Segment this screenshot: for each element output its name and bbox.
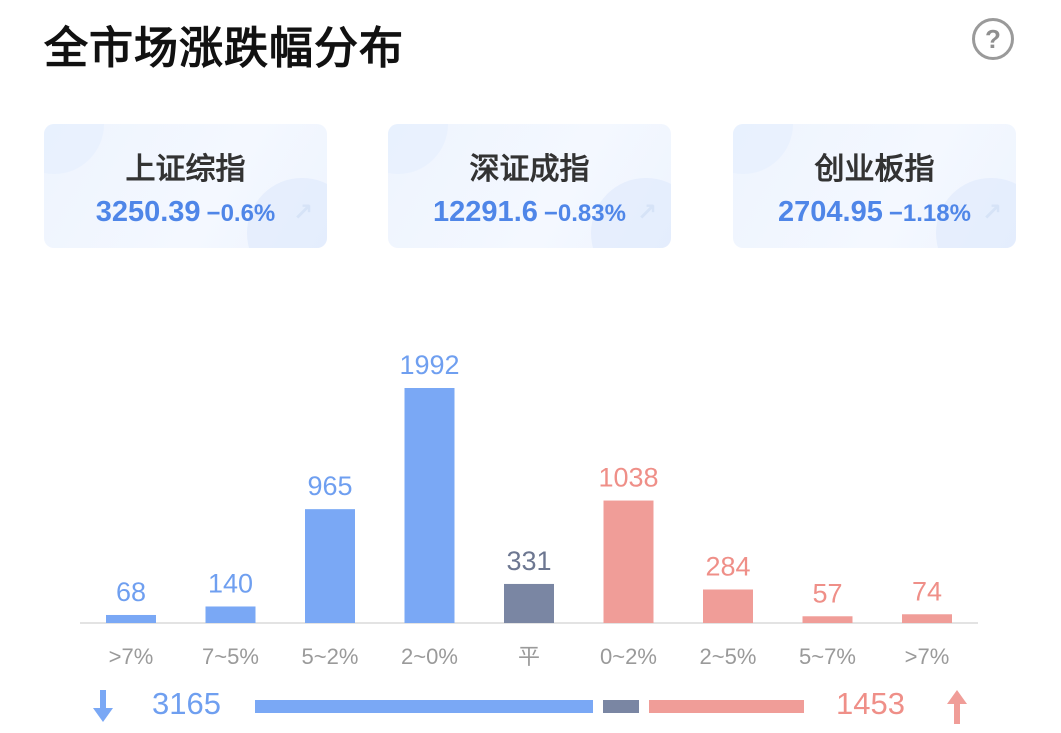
bar-3[interactable]	[404, 388, 455, 623]
category-label: 5~2%	[302, 644, 359, 669]
bar-7[interactable]	[802, 616, 853, 623]
bar-value-label: 1992	[399, 350, 459, 380]
flat-ratio-bar	[603, 700, 639, 713]
category-label: 2~0%	[401, 644, 458, 669]
bar-5[interactable]	[603, 500, 654, 623]
trend-arrow-icon: ↗	[292, 199, 313, 226]
bar-value-label: 57	[812, 578, 842, 608]
category-label: 0~2%	[600, 644, 657, 669]
index-card-shenzhen[interactable]: 深证成指 12291.6 −0.83% ↗	[388, 124, 671, 248]
bar-value-label: 965	[307, 471, 352, 501]
index-change: −0.83%	[543, 200, 626, 227]
index-name: 上证综指	[125, 153, 246, 186]
category-label: >7%	[109, 644, 154, 669]
up-ratio-bar	[648, 700, 804, 713]
bar-2[interactable]	[305, 509, 355, 623]
bar-6[interactable]	[703, 589, 753, 623]
index-card-chinext[interactable]: 创业板指 2704.95 −1.18% ↗	[733, 124, 1016, 248]
trend-arrow-icon: ↗	[636, 199, 657, 226]
index-name: 深证成指	[469, 153, 590, 186]
down-arrow-icon	[93, 690, 113, 722]
category-label: 平	[518, 644, 540, 669]
down-ratio-bar	[255, 700, 594, 713]
trend-arrow-icon: ↗	[981, 199, 1002, 226]
bar-value-label: 1038	[598, 463, 658, 493]
category-label: 2~5%	[700, 644, 757, 669]
bar-1[interactable]	[205, 606, 256, 623]
index-value: 12291.6	[433, 196, 538, 228]
category-label: 5~7%	[799, 644, 856, 669]
down-count: 3165	[152, 686, 221, 721]
index-change: −0.6%	[206, 200, 276, 227]
index-value: 2704.95	[778, 196, 883, 228]
bar-value-label: 331	[506, 546, 551, 576]
category-label: >7%	[905, 644, 950, 669]
index-card-shanghai[interactable]: 上证综指 3250.39 −0.6% ↗	[44, 124, 327, 248]
bar-value-label: 74	[912, 576, 942, 606]
category-label: 7~5%	[202, 644, 259, 669]
question-circle-icon[interactable]: ?	[972, 18, 1014, 60]
index-value: 3250.39	[95, 196, 201, 228]
page-title: 全市场涨跌幅分布	[44, 24, 404, 73]
bar-8[interactable]	[902, 614, 952, 623]
bar-0[interactable]	[106, 614, 156, 623]
up-count: 1453	[836, 686, 905, 721]
up-arrow-icon	[947, 690, 967, 724]
bar-4[interactable]	[504, 583, 554, 623]
bar-value-label: 284	[705, 551, 750, 581]
bar-value-label: 140	[208, 568, 253, 598]
bar-value-label: 68	[116, 577, 146, 607]
distribution-chart: 68 >7% 140 7~5% 965 5~2% 1992 2~0% 331 平 1038 0~2% 2…	[80, 350, 978, 669]
index-name: 创业板指	[814, 153, 935, 186]
index-change: −1.18%	[888, 200, 971, 227]
